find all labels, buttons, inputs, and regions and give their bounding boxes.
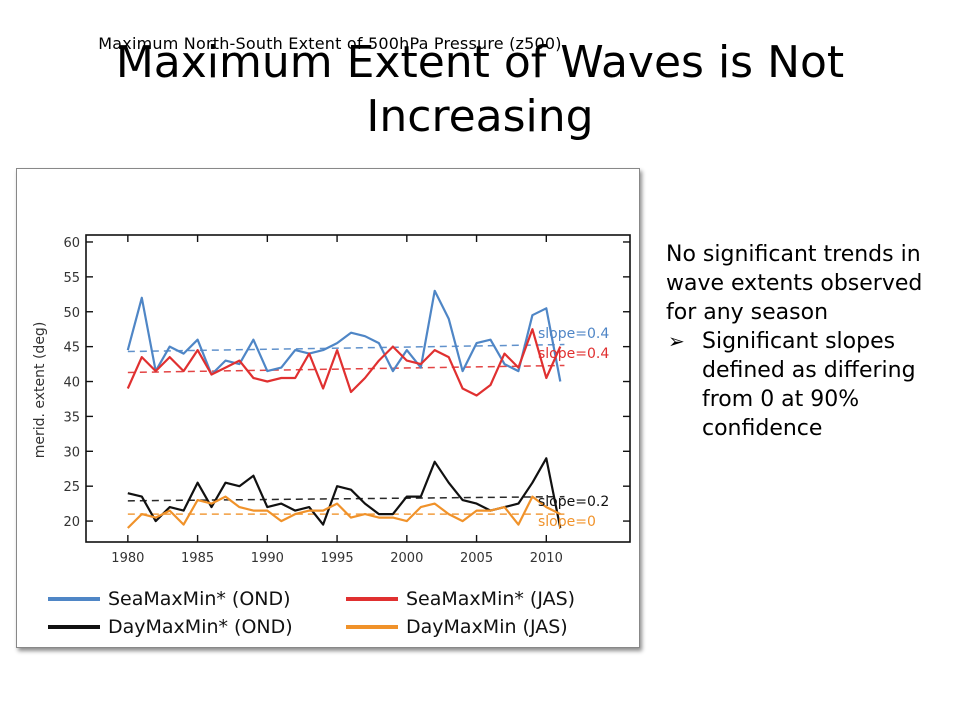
- chart: 20 25 30 35 40 45 50 55 60 1980 1985 1990 1995 2000 20…: [32, 234, 631, 638]
- series-line: [127, 457, 562, 529]
- x-tick-label: 1990: [251, 551, 284, 566]
- y-axis-label: merid. extent (deg): [32, 322, 48, 459]
- chart-title: Maximum North-South Extent of 500hPa Pre…: [98, 34, 562, 53]
- y-tick-label: 30: [63, 445, 80, 460]
- y-tick-label: 40: [63, 376, 80, 391]
- arrow-bullet-icon: ➢: [668, 329, 685, 353]
- y-tick-label: 50: [63, 306, 80, 321]
- trend-line: [127, 343, 565, 353]
- slope-label: slope=0.2: [538, 494, 609, 510]
- y-tick-label: 55: [63, 271, 80, 286]
- sub-bullet-text: Significant slopes defined as differing …: [702, 329, 916, 441]
- y-tick-label: 20: [63, 515, 80, 530]
- x-tick-label: 1995: [321, 551, 354, 566]
- x-tick-label: 1985: [181, 551, 214, 566]
- lead-text: No significant trends in wave extents ob…: [666, 242, 923, 325]
- slide-title: Maximum Extent of Waves is Not Increasin…: [115, 37, 845, 142]
- x-tick-label: 2005: [460, 551, 493, 566]
- legend-label: DayMaxMin* (OND): [108, 616, 293, 638]
- sub-bullet: ➢ Significant slopes defined as differin…: [666, 327, 956, 443]
- plot-area: [85, 234, 631, 543]
- y-tick-label: 45: [63, 341, 80, 356]
- trend-line: [127, 364, 565, 374]
- x-tick-label: 2010: [530, 551, 563, 566]
- y-tick-label: 25: [63, 480, 80, 495]
- legend: SeaMaxMin* (OND) SeaMaxMin* (JAS) DayMaxMi…: [48, 588, 575, 638]
- x-tick-label: 2000: [390, 551, 423, 566]
- slope-labels: slope=0.4 slope=0.4 slope=0.2 slope=0: [538, 326, 609, 530]
- slope-label: slope=0: [538, 514, 596, 530]
- axis-ticks: 20 25 30 35 40 45 50 55 60 1980 1985 1990 1995 2000 20…: [63, 235, 630, 566]
- series-lines: [126, 289, 562, 529]
- y-tick-label: 60: [63, 236, 80, 251]
- series-line: [126, 289, 562, 382]
- legend-label: SeaMaxMin* (JAS): [406, 588, 575, 610]
- x-tick-label: 1980: [111, 551, 144, 566]
- series-line: [126, 328, 562, 397]
- legend-label: DayMaxMin (JAS): [406, 616, 568, 638]
- slope-label: slope=0.4: [538, 326, 609, 342]
- legend-label: SeaMaxMin* (OND): [108, 588, 291, 610]
- series-line: [127, 495, 561, 529]
- y-tick-label: 35: [63, 410, 80, 425]
- slope-label: slope=0.4: [538, 346, 609, 362]
- text-panel: No significant trends in wave extents ob…: [666, 240, 956, 443]
